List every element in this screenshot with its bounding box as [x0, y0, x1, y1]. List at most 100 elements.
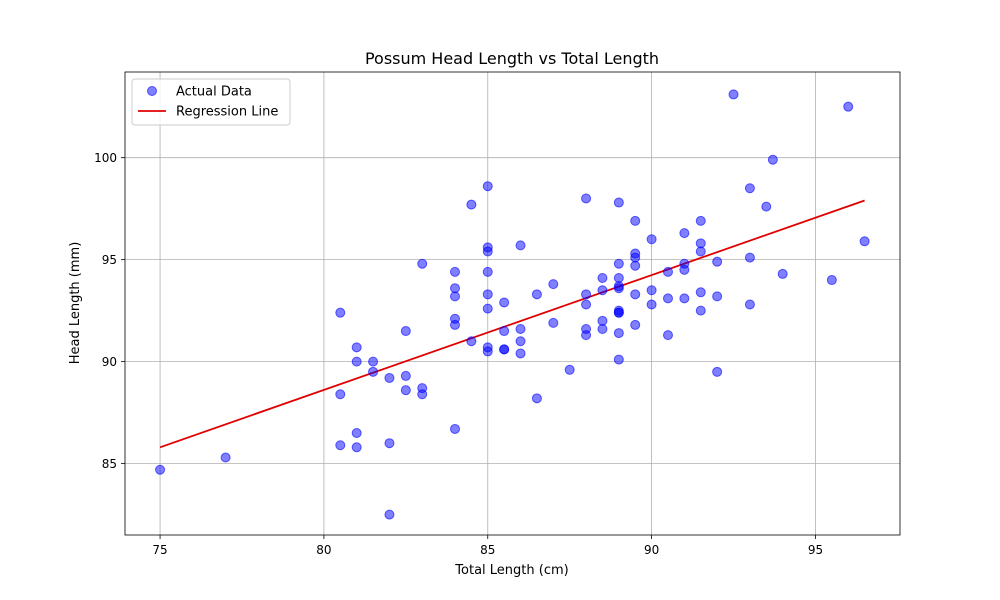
scatter-point [466, 336, 477, 347]
scatter-point [482, 346, 493, 357]
y-tick-label: 90 [102, 355, 117, 369]
scatter-point [695, 287, 706, 298]
scatter-point [613, 354, 624, 365]
scatter-point [400, 370, 411, 381]
scatter-point [712, 256, 723, 267]
scatter-point [581, 299, 592, 310]
scatter-point [744, 252, 755, 263]
scatter-point [449, 266, 460, 277]
scatter-point [581, 193, 592, 204]
scatter-point [531, 289, 542, 300]
scatter-points [155, 89, 870, 520]
scatter-point [548, 317, 559, 328]
scatter-point [482, 289, 493, 300]
scatter-point [482, 181, 493, 192]
scatter-point [662, 293, 673, 304]
scatter-point [712, 366, 723, 377]
scatter-point [630, 289, 641, 300]
scatter-point [679, 228, 690, 239]
legend-scatter-marker [147, 86, 157, 96]
scatter-point [351, 356, 362, 367]
scatter-point [826, 275, 837, 286]
scatter-point [400, 326, 411, 337]
legend-label-regression-line: Regression Line [176, 105, 278, 120]
y-tick-label: 100 [94, 151, 117, 165]
scatter-point [155, 464, 166, 475]
scatter-point [646, 234, 657, 245]
scatter-point [777, 268, 788, 279]
scatter-point [728, 89, 739, 100]
scatter-point [662, 266, 673, 277]
scatter-point [695, 238, 706, 249]
scatter-point [662, 330, 673, 341]
scatter-point [220, 452, 231, 463]
scatter-point [335, 389, 346, 400]
scatter-point [613, 307, 624, 318]
scatter-point [712, 291, 723, 302]
regression-line [159, 199, 865, 449]
scatter-point [417, 389, 428, 400]
regression-line-layer [159, 199, 865, 449]
scatter-point [384, 509, 395, 520]
y-tick-label: 95 [102, 253, 117, 267]
scatter-point [449, 423, 460, 434]
scatter-point [449, 283, 460, 294]
scatter-point [695, 246, 706, 257]
scatter-point [597, 285, 608, 296]
scatter-point [646, 285, 657, 296]
legend-label-actual-data: Actual Data [176, 85, 252, 100]
x-tick-label: 90 [644, 543, 659, 557]
scatter-point [384, 438, 395, 449]
scatter-point [335, 307, 346, 318]
scatter-point [482, 266, 493, 277]
scatter-point [351, 428, 362, 439]
scatter-point [400, 385, 411, 396]
scatter-point [581, 289, 592, 300]
scatter-point [417, 258, 428, 269]
scatter-point [744, 299, 755, 310]
scatter-point [515, 348, 526, 359]
x-tick-label: 85 [480, 543, 495, 557]
x-axis-label: Total Length (cm) [454, 563, 568, 578]
x-axis-ticks: 75 80 85 90 95 [152, 535, 823, 557]
x-tick-label: 80 [316, 543, 331, 557]
scatter-point [368, 356, 379, 367]
scatter-point [843, 101, 854, 112]
scatter-point [679, 264, 690, 275]
scatter-point [482, 303, 493, 314]
scatter-point [482, 246, 493, 257]
scatter-point [499, 326, 510, 337]
scatter-point [630, 215, 641, 226]
scatter-point [449, 319, 460, 330]
scatter-point [695, 305, 706, 316]
scatter-point [613, 273, 624, 284]
y-axis-ticks: 85 90 95 100 [94, 151, 125, 471]
legend-box [131, 78, 291, 126]
scatter-point [515, 240, 526, 251]
x-tick-label: 95 [808, 543, 823, 557]
scatter-point [335, 440, 346, 451]
scatter-point [351, 442, 362, 453]
scatter-point [597, 323, 608, 334]
scatter-point [531, 393, 542, 404]
scatter-point [499, 344, 510, 355]
scatter-point [630, 252, 641, 263]
scatter-point [630, 319, 641, 330]
scatter-point [597, 315, 608, 326]
scatter-point [630, 260, 641, 271]
scatter-point [449, 291, 460, 302]
chart-title: Possum Head Length vs Total Length [365, 49, 659, 68]
y-axis-label: Head Length (mm) [68, 242, 83, 365]
scatter-point [597, 273, 608, 284]
scatter-point [613, 328, 624, 339]
scatter-point [613, 197, 624, 208]
scatter-point [499, 297, 510, 308]
scatter-point [646, 299, 657, 310]
scatter-point [548, 279, 559, 290]
x-tick-label: 75 [152, 543, 167, 557]
legend: Actual Data Regression Line [131, 78, 291, 126]
scatter-point [564, 364, 575, 375]
scatter-point [613, 258, 624, 269]
